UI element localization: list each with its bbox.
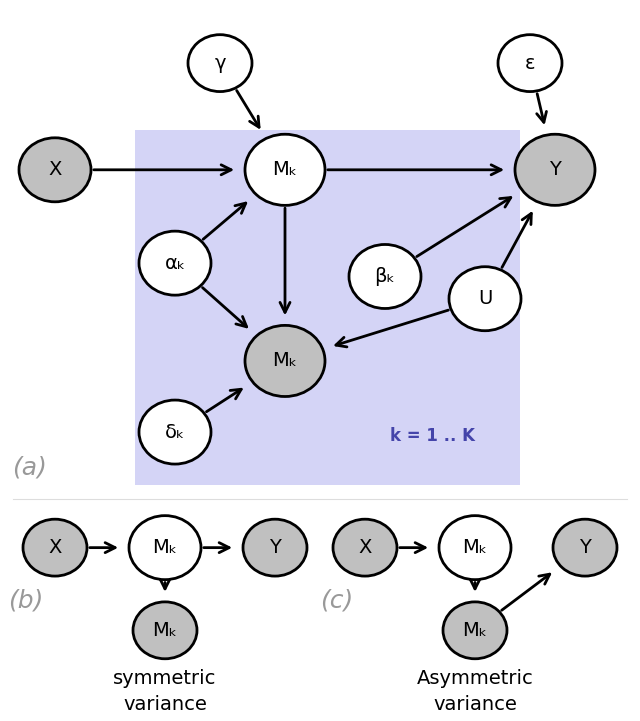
Text: X: X <box>358 538 372 557</box>
Circle shape <box>245 325 325 397</box>
Text: Mₖ: Mₖ <box>463 538 488 557</box>
Text: Mₖ: Mₖ <box>152 538 177 557</box>
Circle shape <box>515 134 595 205</box>
Circle shape <box>443 602 507 659</box>
Text: symmetric: symmetric <box>113 669 217 688</box>
Text: X: X <box>48 538 61 557</box>
Text: Y: Y <box>549 160 561 180</box>
Text: (a): (a) <box>12 456 47 479</box>
Text: Mₖ: Mₖ <box>273 160 298 180</box>
Text: variance: variance <box>123 696 207 715</box>
Text: αₖ: αₖ <box>164 254 186 273</box>
Text: Asymmetric: Asymmetric <box>417 669 533 688</box>
Text: ε: ε <box>525 53 535 73</box>
Bar <box>135 130 520 485</box>
Text: (c): (c) <box>320 589 353 613</box>
Circle shape <box>333 519 397 576</box>
Circle shape <box>553 519 617 576</box>
Circle shape <box>19 138 91 202</box>
Text: k = 1 .. K: k = 1 .. K <box>390 428 475 446</box>
Text: γ: γ <box>214 53 226 73</box>
Circle shape <box>349 244 421 309</box>
Text: X: X <box>48 160 61 180</box>
Circle shape <box>243 519 307 576</box>
Circle shape <box>23 519 87 576</box>
Circle shape <box>449 267 521 331</box>
Text: Mₖ: Mₖ <box>463 621 488 640</box>
Circle shape <box>439 516 511 580</box>
Text: Mₖ: Mₖ <box>152 621 177 640</box>
Text: δₖ: δₖ <box>165 423 185 441</box>
Text: Mₖ: Mₖ <box>273 351 298 371</box>
Text: Y: Y <box>579 538 591 557</box>
Circle shape <box>133 602 197 659</box>
Text: Y: Y <box>269 538 281 557</box>
Circle shape <box>139 231 211 295</box>
Text: (b): (b) <box>8 589 44 613</box>
Text: variance: variance <box>433 696 517 715</box>
Circle shape <box>245 134 325 205</box>
Text: U: U <box>478 289 492 308</box>
Circle shape <box>188 35 252 92</box>
Circle shape <box>139 400 211 464</box>
Circle shape <box>129 516 201 580</box>
Circle shape <box>498 35 562 92</box>
Text: βₖ: βₖ <box>374 267 396 286</box>
